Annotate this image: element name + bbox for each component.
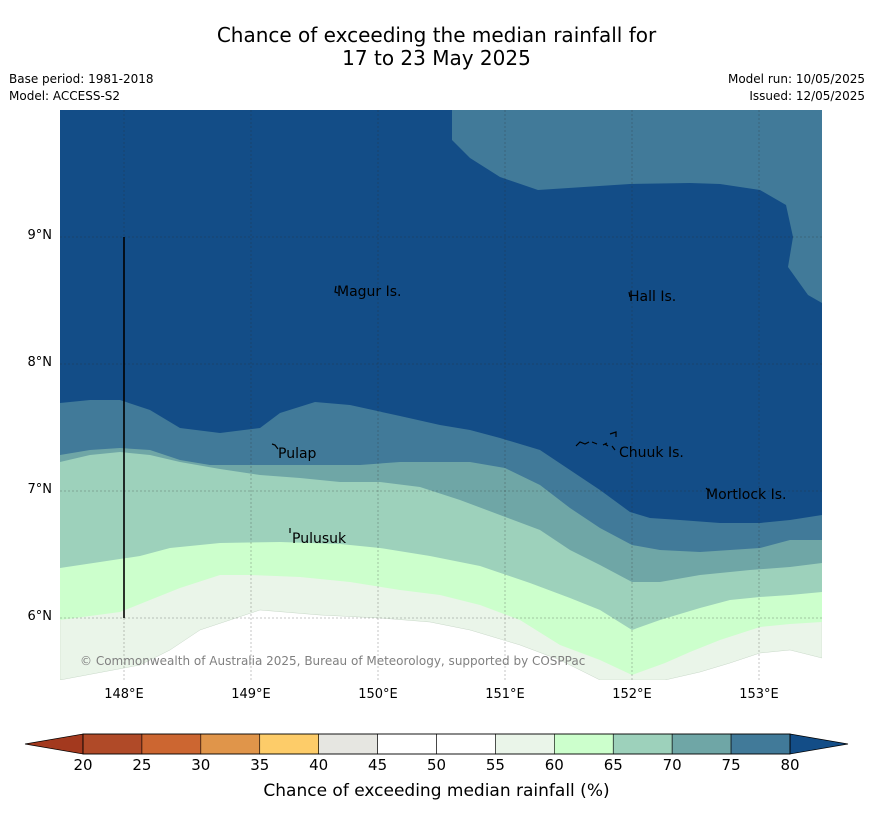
colorbar-segment-65-70 xyxy=(612,733,673,755)
colorbar-segment-75-80 xyxy=(730,733,791,755)
colorbar-tick-75: 75 xyxy=(721,756,741,774)
colorbar-tick-30: 30 xyxy=(191,756,211,774)
place-hall-is: Hall Is. xyxy=(629,289,677,305)
lat-tick-6n: 6°N xyxy=(27,609,53,624)
colorbar-tick-80: 80 xyxy=(780,756,800,774)
lon-tick-153e: 153°E xyxy=(739,687,779,702)
lat-tick-7n: 7°N xyxy=(27,482,53,497)
lon-tick-149e: 149°E xyxy=(231,687,271,702)
lat-tick-9n: 9°N xyxy=(27,228,53,243)
colorbar-segment-40-45 xyxy=(318,733,378,755)
band-over-80 xyxy=(60,110,822,523)
island-marks xyxy=(271,285,710,533)
colorbar-tick-70: 70 xyxy=(662,756,682,774)
colorbar-segment-70-75 xyxy=(671,733,732,755)
colorbar-tick-50: 50 xyxy=(426,756,447,774)
lat-tick-8n: 8°N xyxy=(27,355,53,370)
title-line-1: Chance of exceeding the median rainfall … xyxy=(216,23,657,47)
colorbar-tick-35: 35 xyxy=(250,756,270,774)
colorbar-tick-45: 45 xyxy=(368,756,388,774)
model-label: Model: ACCESS-S2 xyxy=(9,89,121,103)
colorbar-segment-30-35 xyxy=(200,733,261,755)
model-run-label: Model run: 10/05/2025 xyxy=(727,72,865,86)
lon-tick-148e: 148°E xyxy=(104,687,144,702)
lon-tick-152e: 152°E xyxy=(612,687,652,702)
colorbar xyxy=(24,733,849,755)
colorbar-segment-60-65 xyxy=(554,733,614,755)
colorbar-segment-45-50 xyxy=(377,733,437,755)
place-mortlock-is: Mortlock Is. xyxy=(706,487,787,503)
colorbar-segment-50-55 xyxy=(436,733,496,755)
place-pulusuk: Pulusuk xyxy=(292,531,347,547)
colorbar-segment-35-40 xyxy=(259,733,319,755)
colorbar-tick-55: 55 xyxy=(485,756,505,774)
colorbar-tick-25: 25 xyxy=(132,756,152,774)
colorbar-tick-20: 20 xyxy=(73,756,93,774)
title-line-2: 17 to 23 May 2025 xyxy=(342,46,531,70)
colorbar-segment-55-60 xyxy=(495,733,555,755)
issued-label: Issued: 12/05/2025 xyxy=(749,89,865,103)
place-magur-is: Magur Is. xyxy=(337,284,402,300)
lon-tick-151e: 151°E xyxy=(485,687,525,702)
base-period-label: Base period: 1981-2018 xyxy=(9,72,154,86)
lon-tick-150e: 150°E xyxy=(358,687,398,702)
colorbar-under-arrow xyxy=(24,733,84,755)
colorbar-tick-60: 60 xyxy=(544,756,564,774)
copyright-notice: © Commonwealth of Australia 2025, Bureau… xyxy=(80,654,586,668)
colorbar-segment-20-25 xyxy=(82,733,143,755)
colorbar-tick-65: 65 xyxy=(603,756,623,774)
colorbar-tick-40: 40 xyxy=(309,756,329,774)
place-pulap: Pulap xyxy=(278,446,317,462)
colorbar-label: Chance of exceeding median rainfall (%) xyxy=(263,781,610,801)
colorbar-segment-25-30 xyxy=(141,733,202,755)
colorbar-over-arrow xyxy=(789,733,849,755)
place-chuuk-is: Chuuk Is. xyxy=(619,445,684,461)
